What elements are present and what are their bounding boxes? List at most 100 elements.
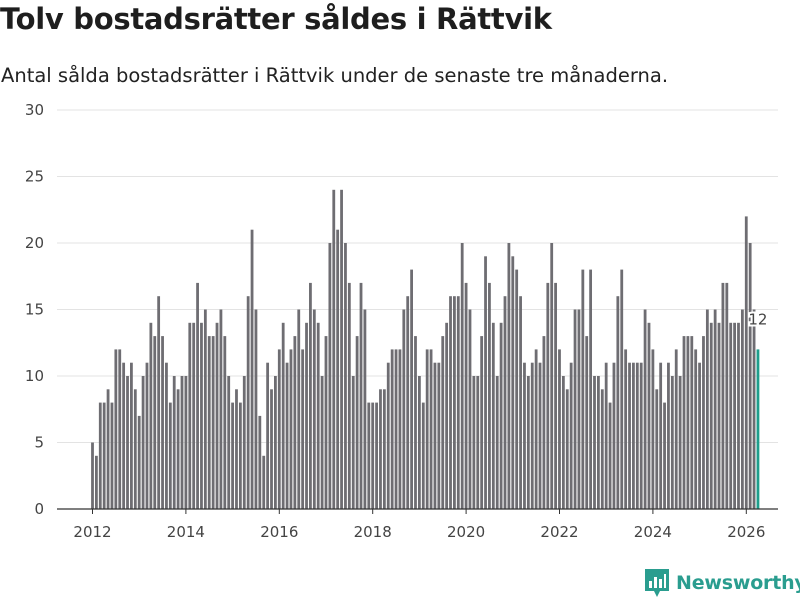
y-tick-label: 5 (34, 434, 44, 452)
bar (122, 362, 126, 509)
bar (511, 256, 515, 509)
bar (305, 322, 308, 509)
bar (464, 282, 468, 509)
bar (445, 322, 449, 509)
bar (604, 362, 608, 509)
bar (561, 376, 565, 509)
bar (270, 389, 273, 509)
bar (340, 189, 343, 510)
bar (737, 322, 740, 509)
bar (705, 309, 709, 509)
bar (98, 402, 102, 509)
bar (573, 309, 577, 509)
bar (262, 455, 266, 509)
bar (597, 376, 600, 509)
x-tick-label: 2018 (354, 523, 392, 541)
bar (600, 389, 604, 509)
bar (453, 296, 456, 509)
bar (433, 362, 437, 509)
bar (180, 376, 184, 509)
bar (530, 362, 534, 509)
bar (733, 322, 736, 509)
bar (137, 415, 141, 509)
bar (398, 349, 402, 509)
bar (581, 269, 585, 509)
bar (126, 376, 129, 509)
bar (748, 243, 752, 509)
y-tick-label: 0 (34, 500, 44, 518)
bar (546, 282, 550, 509)
bar (659, 362, 663, 509)
bar (499, 322, 503, 509)
bar (394, 349, 398, 509)
bar (612, 362, 616, 509)
bar (102, 402, 106, 509)
bar (289, 349, 293, 509)
bar (414, 336, 417, 509)
bar (200, 322, 203, 509)
bar (503, 296, 507, 509)
bar (437, 362, 441, 509)
bar (238, 402, 242, 509)
bar (460, 243, 464, 509)
bar (526, 376, 530, 509)
bar (133, 389, 137, 509)
bar (149, 322, 153, 509)
bar (363, 309, 367, 509)
bar (538, 362, 542, 509)
bar (651, 349, 655, 509)
bar (667, 362, 670, 509)
bar (682, 336, 686, 509)
bar (347, 282, 351, 509)
bar (386, 362, 390, 509)
bar (161, 336, 164, 509)
bar (589, 269, 593, 509)
data-labels: 12 (746, 308, 769, 330)
bar (301, 349, 305, 509)
bar (293, 336, 297, 509)
bar (390, 349, 394, 509)
bar (145, 362, 149, 509)
bar (344, 243, 347, 509)
bar (242, 376, 246, 509)
bar (616, 296, 620, 509)
bar (114, 349, 118, 509)
bar (624, 349, 628, 509)
bar (740, 309, 744, 509)
bar (254, 309, 258, 509)
bar (410, 269, 413, 509)
bar (690, 336, 694, 509)
bar (211, 336, 215, 509)
x-tick-label: 2020 (447, 523, 485, 541)
bar (219, 309, 223, 509)
newsworthy-logo: Newsworthy (644, 568, 800, 598)
bar (698, 362, 701, 509)
bar (620, 269, 624, 509)
bar (523, 362, 526, 509)
bar (266, 362, 270, 509)
x-tick-label: 2026 (727, 523, 765, 541)
bar (674, 349, 678, 509)
bar (702, 336, 705, 509)
bar (316, 322, 320, 509)
bar (752, 309, 756, 509)
bar (632, 362, 635, 509)
bar-highlight (756, 349, 760, 509)
bar (375, 402, 378, 509)
bar (686, 336, 690, 509)
bar (176, 389, 180, 509)
bar (141, 376, 145, 509)
bar (577, 309, 581, 509)
bar (168, 402, 172, 509)
bar (429, 349, 433, 509)
bar (106, 389, 110, 509)
bar (351, 376, 355, 509)
bar (157, 296, 161, 509)
bar (449, 296, 452, 509)
bar (192, 322, 196, 509)
y-tick-label: 20 (25, 234, 44, 252)
bar (231, 402, 234, 509)
y-tick-label: 10 (25, 367, 44, 385)
bar (215, 322, 219, 509)
